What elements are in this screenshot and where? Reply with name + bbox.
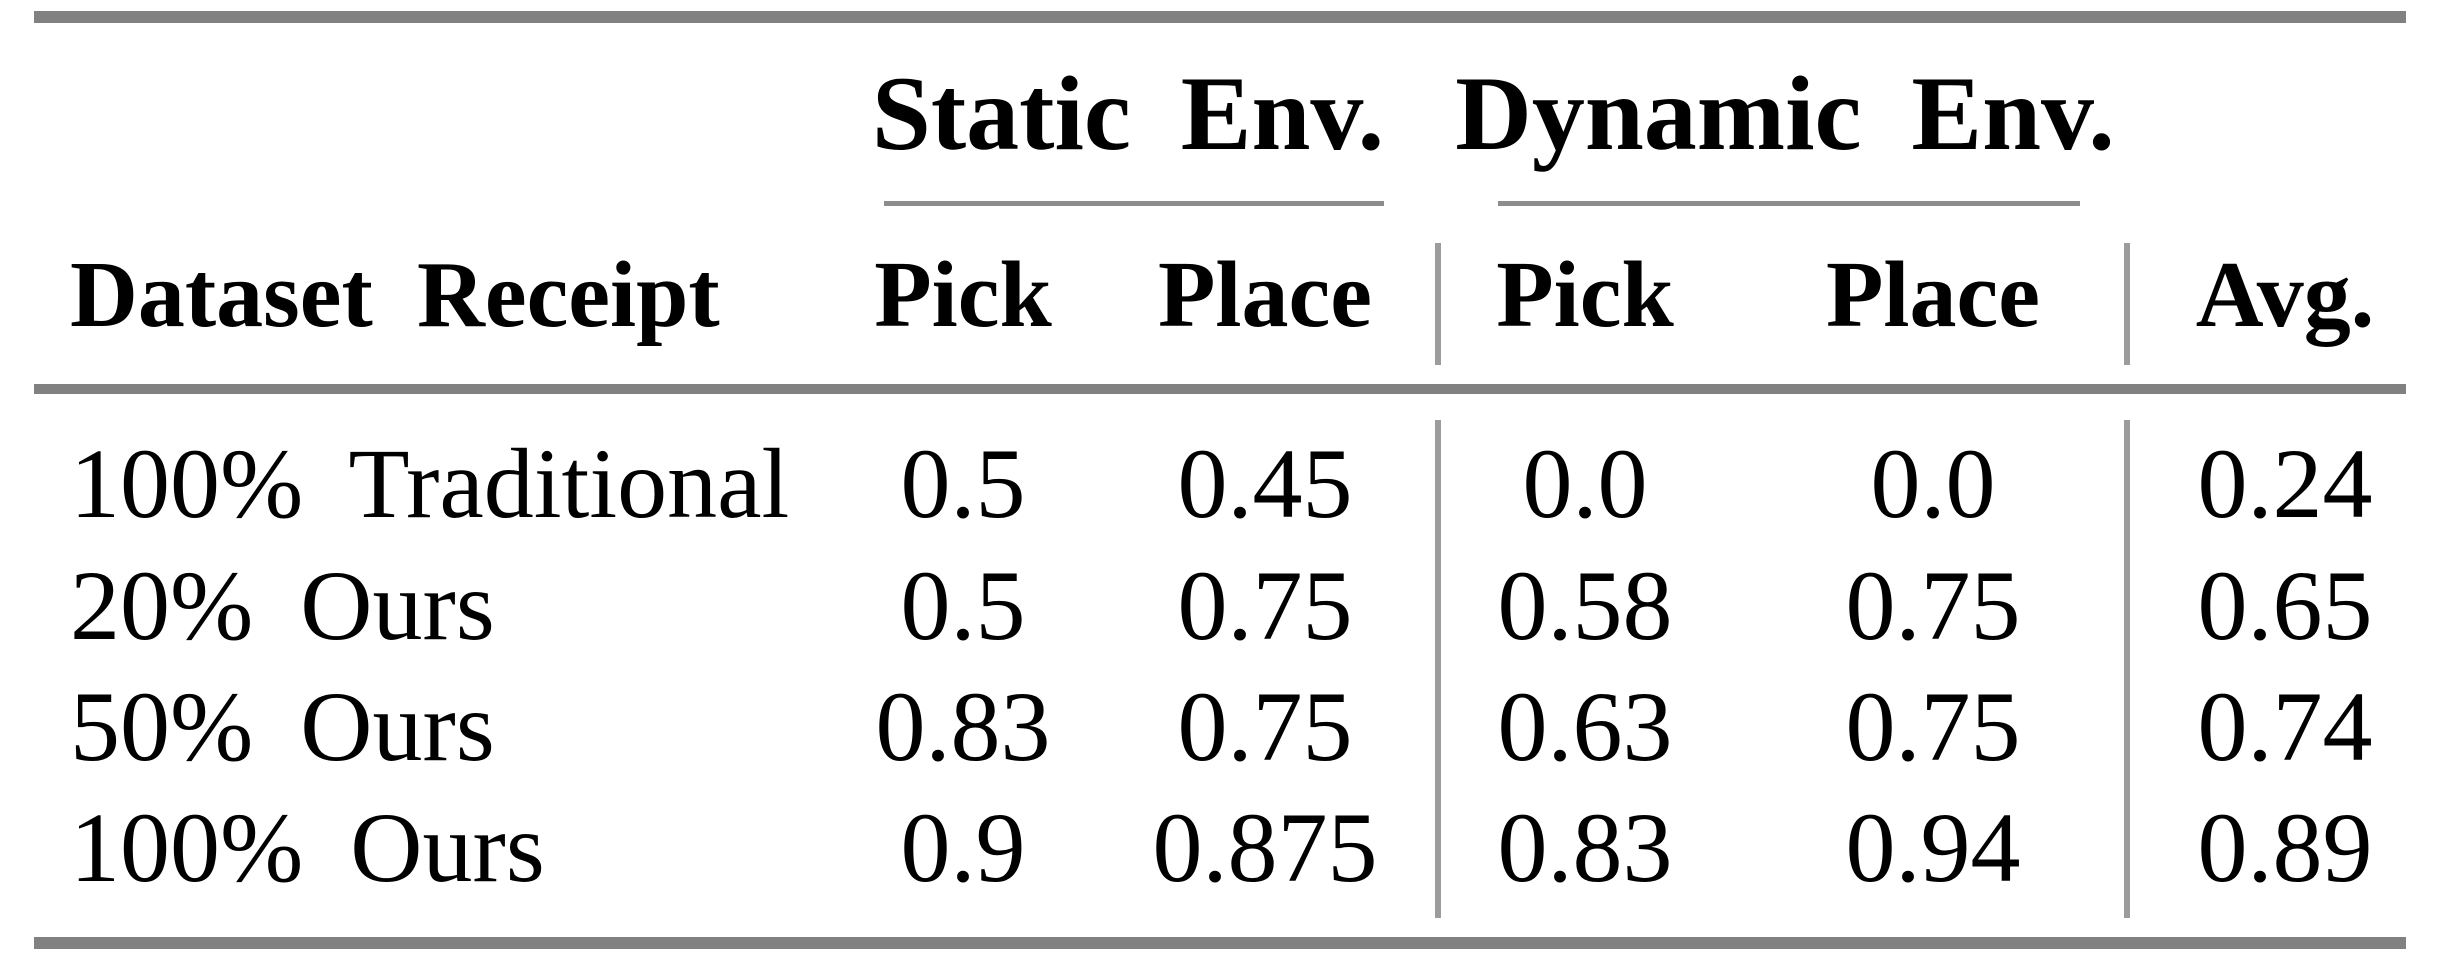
cell-r1-dynamic-pick: 0.0 [1522, 428, 1648, 539]
group-header-dynamic-env: Dynamic Env. [1455, 55, 2115, 172]
row-label-50pct-ours: 50% Ours [70, 671, 495, 782]
row-label-100pct-traditional: 100% Traditional [70, 428, 790, 539]
col-header-static-place: Place [1158, 243, 1372, 347]
cell-r2-dynamic-pick: 0.58 [1497, 550, 1673, 661]
cell-r4-dynamic-pick: 0.83 [1497, 792, 1673, 903]
top-rule [34, 11, 2406, 23]
divider-static-dynamic-body [1435, 420, 1441, 918]
cell-r2-dynamic-place: 0.75 [1845, 550, 2021, 661]
dynamic-env-underline [1498, 201, 2080, 206]
cell-r4-dynamic-place: 0.94 [1845, 792, 2021, 903]
cell-r3-static-place: 0.75 [1177, 671, 1353, 782]
col-header-static-pick: Pick [874, 243, 1052, 347]
cell-r2-static-place: 0.75 [1177, 550, 1353, 661]
static-env-underline [884, 201, 1384, 206]
col-header-dynamic-place: Place [1826, 243, 2040, 347]
cell-r2-avg: 0.65 [2197, 550, 2373, 661]
cell-r3-static-pick: 0.83 [875, 671, 1051, 782]
col-header-dynamic-pick: Pick [1496, 243, 1674, 347]
divider-static-dynamic-header [1435, 243, 1441, 365]
divider-dynamic-avg-body [2124, 420, 2130, 918]
group-header-static-env: Static Env. [871, 55, 1385, 172]
cell-r1-static-pick: 0.5 [900, 428, 1026, 539]
bottom-rule [34, 937, 2406, 949]
cell-r4-avg: 0.89 [2197, 792, 2373, 903]
cell-r1-avg: 0.24 [2197, 428, 2373, 539]
header-mid-rule [34, 384, 2406, 394]
cell-r4-static-place: 0.875 [1152, 792, 1378, 903]
cell-r3-avg: 0.74 [2197, 671, 2373, 782]
cell-r3-dynamic-pick: 0.63 [1497, 671, 1673, 782]
col-header-dataset-receipt: Dataset Receipt [70, 243, 720, 347]
cell-r4-static-pick: 0.9 [900, 792, 1026, 903]
divider-dynamic-avg-header [2124, 243, 2130, 365]
cell-r2-static-pick: 0.5 [900, 550, 1026, 661]
row-label-20pct-ours: 20% Ours [70, 550, 495, 661]
cell-r3-dynamic-place: 0.75 [1845, 671, 2021, 782]
col-header-avg: Avg. [2195, 243, 2375, 347]
cell-r1-static-place: 0.45 [1177, 428, 1353, 539]
row-label-100pct-ours: 100% Ours [70, 792, 545, 903]
cell-r1-dynamic-place: 0.0 [1870, 428, 1996, 539]
